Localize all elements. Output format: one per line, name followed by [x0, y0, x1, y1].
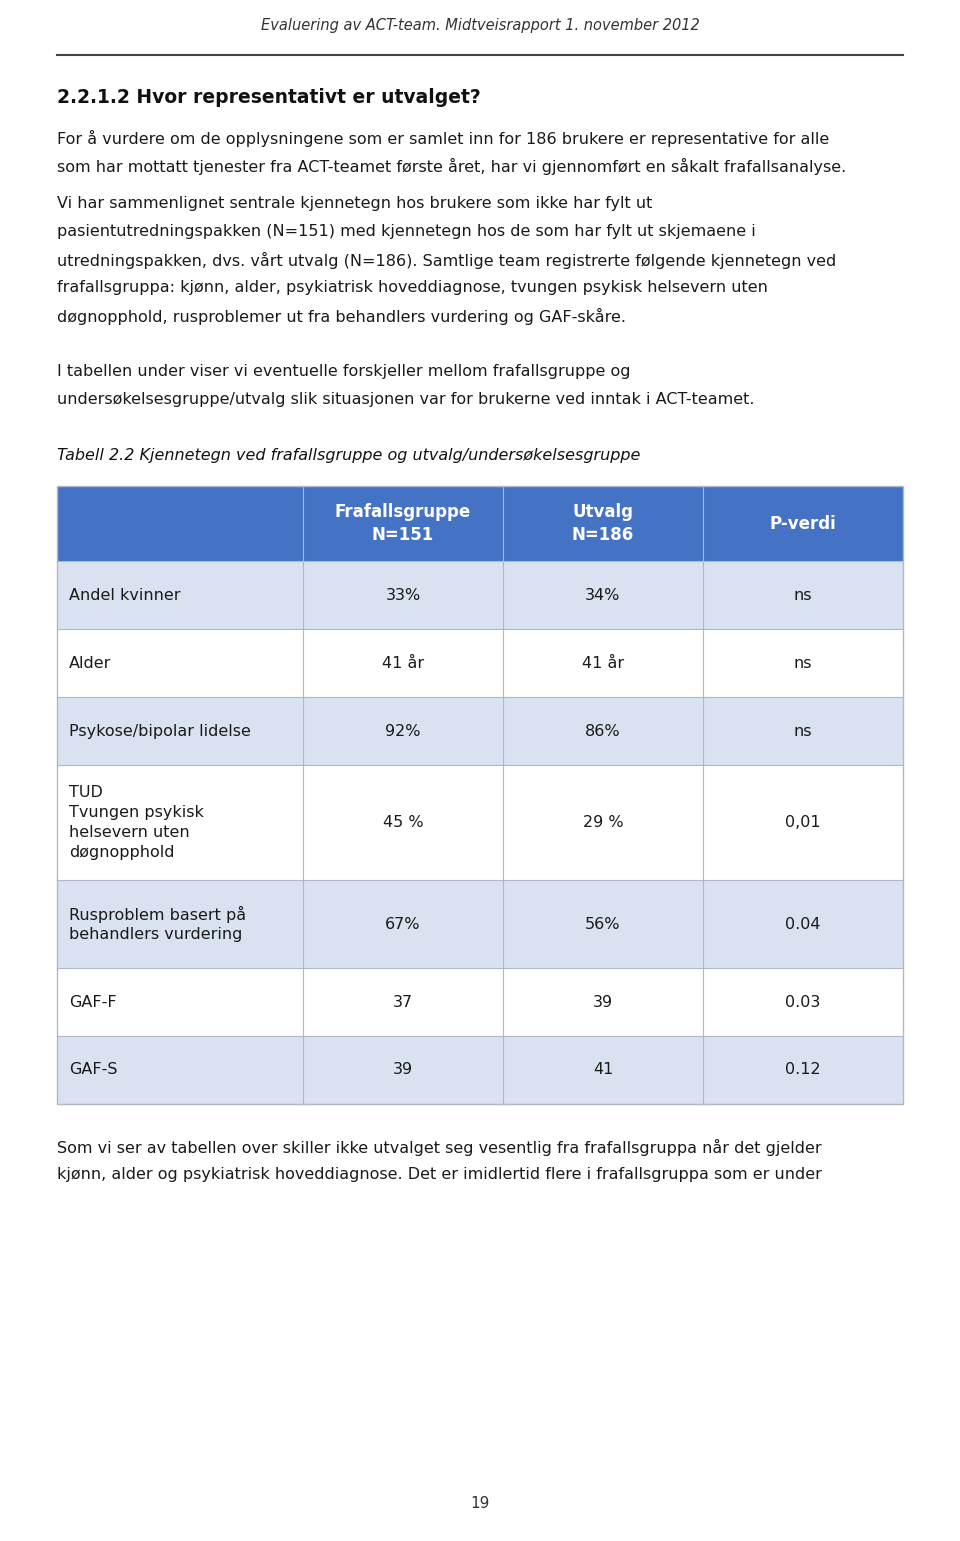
- Text: 41: 41: [593, 1062, 613, 1077]
- Text: 92%: 92%: [385, 724, 420, 738]
- Text: 34%: 34%: [586, 587, 621, 603]
- Text: pasientutredningspakken (N=151) med kjennetegn hos de som har fylt ut skjemaene : pasientutredningspakken (N=151) med kjen…: [57, 223, 756, 239]
- Text: 0,01: 0,01: [785, 815, 821, 831]
- Text: 86%: 86%: [586, 724, 621, 738]
- Text: Alder: Alder: [69, 655, 111, 670]
- Text: GAF-F: GAF-F: [69, 994, 116, 1009]
- Text: 56%: 56%: [586, 917, 621, 931]
- Text: TUD
Tvungen psykisk
helsevern uten
døgnopphold: TUD Tvungen psykisk helsevern uten døgno…: [69, 786, 204, 860]
- Bar: [57, 968, 903, 1036]
- Text: Tabell 2.2 Kjennetegn ved frafallsgruppe og utvalg/undersøkelsesgruppe: Tabell 2.2 Kjennetegn ved frafallsgruppe…: [57, 448, 640, 462]
- Text: Rusproblem basert på
behandlers vurdering: Rusproblem basert på behandlers vurderin…: [69, 906, 246, 943]
- Bar: [57, 629, 903, 697]
- Text: Vi har sammenlignet sentrale kjennetegn hos brukere som ikke har fylt ut: Vi har sammenlignet sentrale kjennetegn …: [57, 196, 653, 211]
- Bar: [57, 697, 903, 764]
- Text: 19: 19: [470, 1496, 490, 1512]
- Text: Psykose/bipolar lidelse: Psykose/bipolar lidelse: [69, 724, 251, 738]
- Text: døgnopphold, rusproblemer ut fra behandlers vurdering og GAF-skåre.: døgnopphold, rusproblemer ut fra behandl…: [57, 308, 626, 325]
- Text: undersøkelsesgruppe/utvalg slik situasjonen var for brukerne ved inntak i ACT-te: undersøkelsesgruppe/utvalg slik situasjo…: [57, 391, 755, 407]
- Text: 39: 39: [593, 994, 613, 1009]
- Text: Utvalg
N=186: Utvalg N=186: [572, 502, 635, 544]
- Text: 41 år: 41 år: [382, 655, 424, 670]
- Text: 0.04: 0.04: [785, 917, 821, 931]
- Text: Som vi ser av tabellen over skiller ikke utvalget seg vesentlig fra frafallsgrup: Som vi ser av tabellen over skiller ikke…: [57, 1139, 822, 1156]
- Text: 37: 37: [393, 994, 413, 1009]
- Text: 29 %: 29 %: [583, 815, 623, 831]
- Text: ns: ns: [794, 587, 812, 603]
- Text: 0.03: 0.03: [785, 994, 821, 1009]
- Text: 0.12: 0.12: [785, 1062, 821, 1077]
- Bar: [57, 880, 903, 968]
- Text: 67%: 67%: [385, 917, 420, 931]
- Bar: [57, 764, 903, 880]
- Text: Evaluering av ACT-team. Midtveisrapport 1. november 2012: Evaluering av ACT-team. Midtveisrapport …: [260, 18, 700, 32]
- Text: For å vurdere om de opplysningene som er samlet inn for 186 brukere er represent: For å vurdere om de opplysningene som er…: [57, 129, 829, 146]
- Bar: [57, 485, 903, 561]
- Text: frafallsgruppa: kjønn, alder, psykiatrisk hoveddiagnose, tvungen psykisk helseve: frafallsgruppa: kjønn, alder, psykiatris…: [57, 280, 768, 294]
- Text: P-verdi: P-verdi: [770, 515, 836, 533]
- Text: ns: ns: [794, 724, 812, 738]
- Bar: [57, 1036, 903, 1103]
- Text: ns: ns: [794, 655, 812, 670]
- Text: utredningspakken, dvs. vårt utvalg (N=186). Samtlige team registrerte følgende k: utredningspakken, dvs. vårt utvalg (N=18…: [57, 253, 836, 270]
- Text: kjønn, alder og psykiatrisk hoveddiagnose. Det er imidlertid flere i frafallsgru: kjønn, alder og psykiatrisk hoveddiagnos…: [57, 1167, 822, 1182]
- Text: 45 %: 45 %: [383, 815, 423, 831]
- Text: I tabellen under viser vi eventuelle forskjeller mellom frafallsgruppe og: I tabellen under viser vi eventuelle for…: [57, 364, 631, 379]
- Text: GAF-S: GAF-S: [69, 1062, 117, 1077]
- Bar: [57, 485, 903, 1103]
- Text: som har mottatt tjenester fra ACT-teamet første året, har vi gjennomført en såka: som har mottatt tjenester fra ACT-teamet…: [57, 159, 847, 176]
- Text: 39: 39: [393, 1062, 413, 1077]
- Text: 41 år: 41 år: [582, 655, 624, 670]
- Bar: [57, 561, 903, 629]
- Text: 2.2.1.2 Hvor representativt er utvalget?: 2.2.1.2 Hvor representativt er utvalget?: [57, 88, 481, 106]
- Text: Frafallsgruppe
N=151: Frafallsgruppe N=151: [335, 502, 471, 544]
- Text: Andel kvinner: Andel kvinner: [69, 587, 180, 603]
- Text: 33%: 33%: [385, 587, 420, 603]
